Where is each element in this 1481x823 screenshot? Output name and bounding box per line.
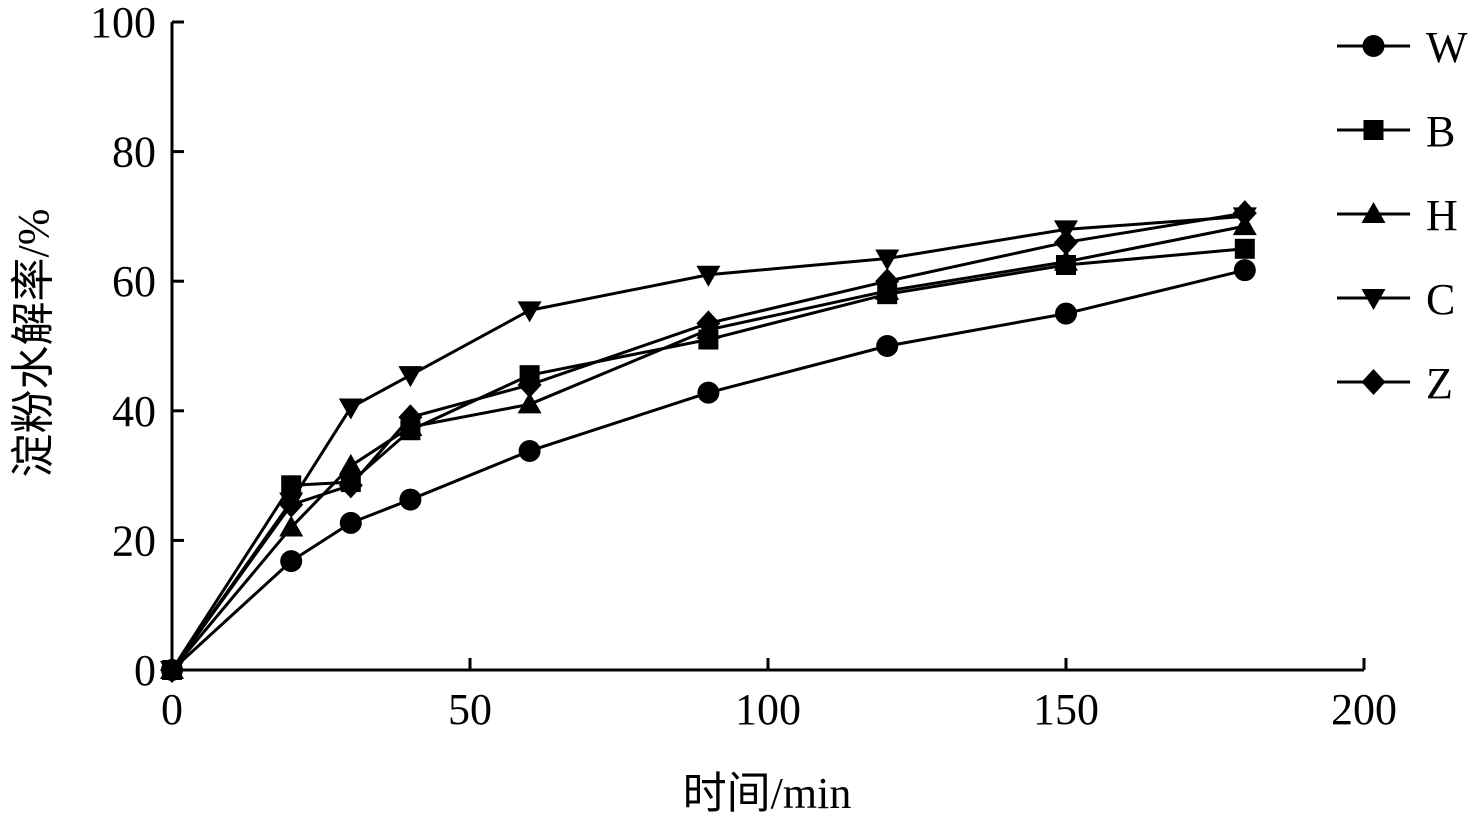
legend-marker-W xyxy=(1362,35,1385,57)
x-tick-label: 0 xyxy=(161,685,183,734)
data-point-W xyxy=(697,381,720,404)
legend-marker-C xyxy=(1361,289,1386,310)
legend-label-B: B xyxy=(1426,107,1455,156)
series-Z xyxy=(160,200,1257,683)
y-tick-label: 100 xyxy=(90,0,156,47)
data-point-C xyxy=(398,366,423,388)
data-point-B xyxy=(281,475,302,496)
x-tick-label: 50 xyxy=(448,685,492,734)
legend-item-H: H xyxy=(1337,191,1458,240)
x-tick-label: 200 xyxy=(1331,685,1397,734)
legend-item-W: W xyxy=(1337,23,1468,72)
data-point-C xyxy=(517,301,542,323)
data-point-C xyxy=(338,398,363,420)
data-point-Z xyxy=(1232,200,1257,227)
legend-marker-B xyxy=(1363,120,1384,140)
data-point-C xyxy=(875,249,900,271)
y-tick-label: 40 xyxy=(112,387,156,436)
data-point-Z xyxy=(1054,229,1078,256)
legend-item-B: B xyxy=(1337,107,1455,156)
legend-label-Z: Z xyxy=(1426,359,1453,408)
data-point-Z xyxy=(517,371,542,398)
legend-marker-H xyxy=(1361,202,1386,223)
legend-label-W: W xyxy=(1426,23,1468,72)
data-point-H xyxy=(517,392,542,414)
data-point-Z xyxy=(338,472,363,499)
data-point-Z xyxy=(875,268,900,295)
data-point-W xyxy=(1233,259,1256,282)
data-point-W xyxy=(518,439,541,462)
y-axis-label: 淀粉水解率/% xyxy=(9,209,58,478)
data-point-Z xyxy=(160,657,184,683)
axes: 0 50 100 150 200 0 20 40 60 80 100 xyxy=(90,0,1397,734)
series-line-H xyxy=(170,224,1246,671)
data-point-W xyxy=(399,488,422,511)
legend-item-Z: Z xyxy=(1337,359,1453,408)
legend-label-H: H xyxy=(1426,191,1458,240)
y-tick-label: 80 xyxy=(112,128,156,177)
data-point-W xyxy=(876,335,899,357)
data-point-Z xyxy=(696,310,721,337)
x-tick-label: 150 xyxy=(1033,685,1099,734)
data-point-H xyxy=(1054,249,1078,271)
series-C xyxy=(160,207,1257,682)
data-point-H xyxy=(279,515,304,537)
data-point-H xyxy=(338,453,363,475)
x-tick-label: 100 xyxy=(735,685,801,734)
series-W xyxy=(161,259,1256,681)
y-tick-label: 0 xyxy=(134,646,156,695)
data-point-C xyxy=(696,265,721,287)
legend-label-C: C xyxy=(1426,275,1455,324)
legend-marker-Z xyxy=(1361,369,1386,395)
data-point-W xyxy=(339,511,362,534)
data-point-Z xyxy=(398,404,423,431)
y-tick-label: 60 xyxy=(112,257,156,306)
legend-item-C: C xyxy=(1337,275,1455,324)
data-point-B xyxy=(1234,238,1255,259)
x-axis-label: 时间/min xyxy=(683,769,852,818)
data-point-Z xyxy=(279,491,304,518)
y-tick-label: 20 xyxy=(112,516,156,565)
data-point-W xyxy=(280,550,303,573)
series-lines xyxy=(160,200,1257,683)
series-B xyxy=(162,238,1255,680)
data-point-W xyxy=(1055,302,1077,325)
